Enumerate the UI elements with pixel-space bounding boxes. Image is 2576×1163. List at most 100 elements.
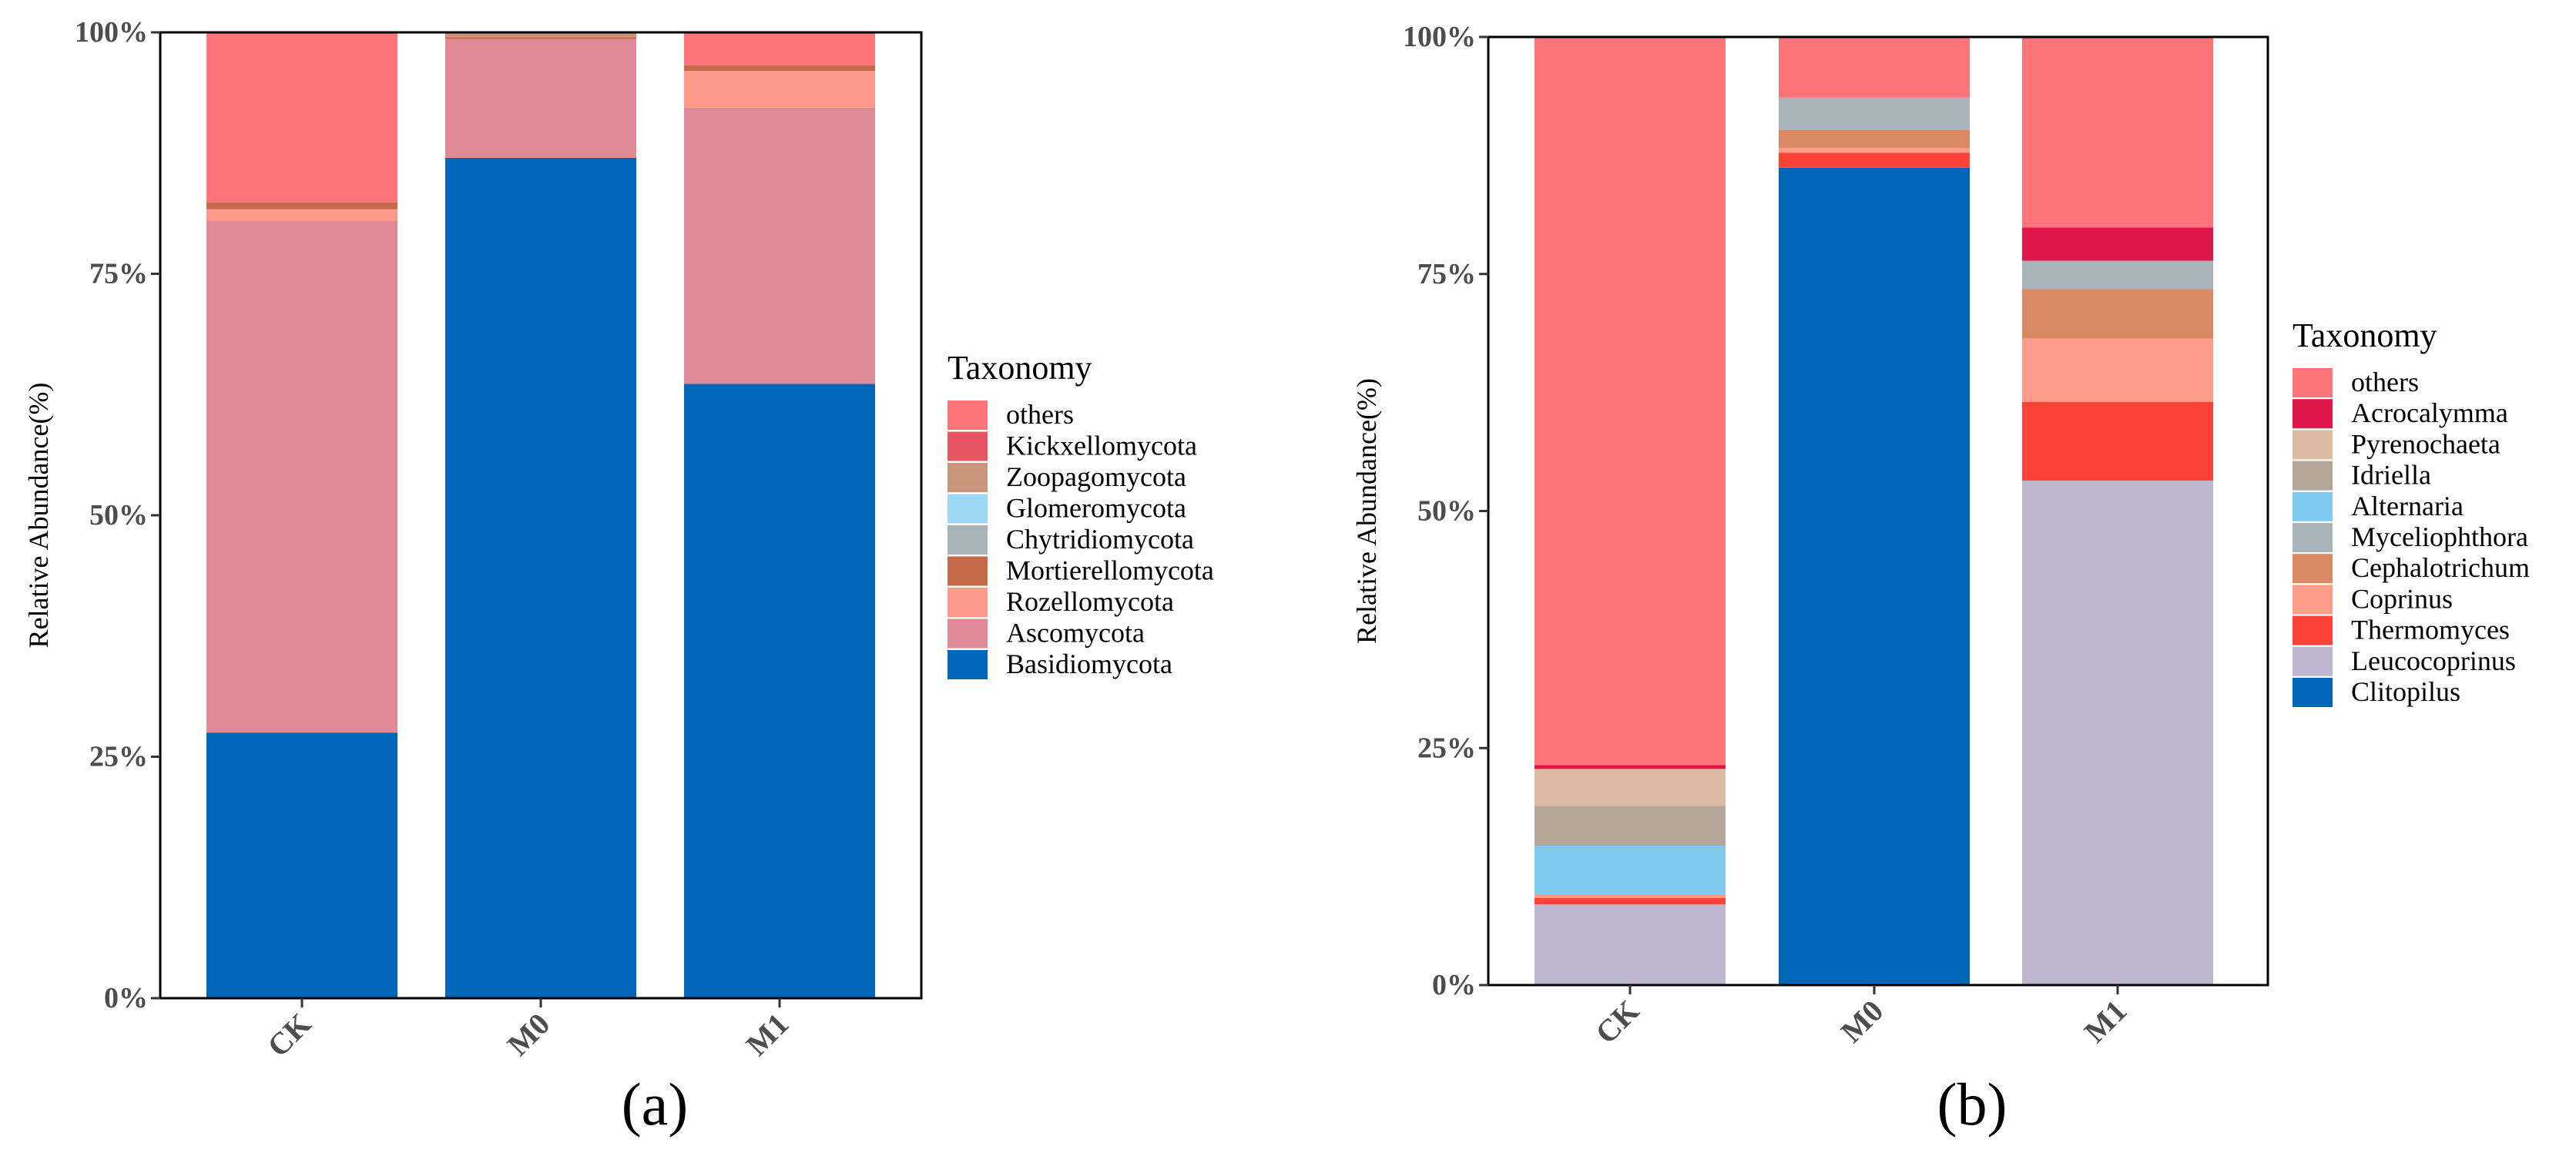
legend-swatch-zoopagomycota — [948, 463, 988, 492]
bar-segment-ck-acrocalymma — [1535, 765, 1726, 769]
bar-segment-m1-others — [2022, 37, 2213, 228]
legend-label-cephalotrichum: Cephalotrichum — [2351, 552, 2530, 583]
legend-label-coprinus: Coprinus — [2351, 583, 2453, 614]
bar-segment-ck-others — [1535, 37, 1726, 766]
y-axis-title: Relative Abundance(%) — [1351, 378, 1382, 644]
panel-b-chart: 0% 25% 50% 75% 100% CK M0 M1 Relative Abundance(… — [1351, 21, 2530, 1138]
panel-label: (a) — [622, 1071, 689, 1138]
legend-label-basidiomycota: Basidiomycota — [1006, 649, 1172, 679]
bar-segment-ck-pyrenochaeta — [1535, 769, 1726, 806]
bar-segment-m1-basidiomycota — [684, 384, 875, 998]
bar-segment-m0-clitopilus — [1779, 167, 1970, 985]
bar-segment-m0-others — [1779, 37, 1970, 98]
x-tick-label-m1: M1 — [740, 1007, 796, 1063]
bar-segment-ck-coprinus — [1535, 893, 1726, 898]
legend-swatch-kickxellomycota — [948, 431, 988, 461]
bar-segment-ck-rozellomycota — [206, 209, 397, 221]
bar-segment-ck-others — [206, 32, 397, 203]
legend-swatch-ascomycota — [948, 618, 988, 649]
legend-label-mortierellomycota: Mortierellomycota — [1006, 555, 1214, 586]
bar-segment-ck-idriella — [1535, 806, 1726, 846]
bar-segment-m0-mortierellomycota — [445, 37, 636, 39]
x-tick-label-ck: CK — [260, 1007, 317, 1064]
bar-segment-m0-myceliophthora — [1779, 97, 1970, 130]
x-tick-label-m0: M0 — [1834, 994, 1890, 1050]
bar-segment-ck-thermomyces — [1535, 897, 1726, 905]
bar-segment-m1-coprinus — [2022, 338, 2213, 402]
legend-title: Taxonomy — [2293, 317, 2437, 354]
x-tick-label-m0: M0 — [501, 1007, 557, 1063]
legend-swatch-alternaria — [2293, 491, 2333, 521]
panel-label: (b) — [1937, 1071, 2007, 1138]
legend-label-idriella: Idriella — [2351, 460, 2431, 491]
bar-segment-m1-myceliophthora — [2022, 260, 2213, 290]
bar-segment-ck-alternaria — [1535, 846, 1726, 894]
legend-label-clitopilus: Clitopilus — [2351, 676, 2460, 707]
y-tick-label: 0% — [104, 982, 148, 1014]
legend-swatch-idriella — [2293, 461, 2333, 491]
legend-label-myceliophthora: Myceliophthora — [2351, 521, 2528, 552]
legend-label-chytridiomycota: Chytridiomycota — [1006, 524, 1194, 555]
legend-swatch-chytridiomycota — [948, 525, 988, 555]
legend-label-pyrenochaeta: Pyrenochaeta — [2351, 428, 2501, 459]
legend-swatch-leucocoprinus — [2293, 646, 2333, 676]
x-tick-label-m1: M1 — [2078, 994, 2134, 1050]
y-tick-label: 50% — [1417, 495, 1476, 528]
bar-segment-m1-others — [684, 32, 875, 65]
bar-segment-ck-basidiomycota — [206, 732, 397, 998]
legend-swatch-rozellomycota — [948, 588, 988, 617]
legend-title: Taxonomy — [948, 349, 1092, 387]
legend-label-alternaria: Alternaria — [2351, 491, 2464, 521]
legend-swatch-thermomyces — [2293, 615, 2333, 645]
legend-label-ascomycota: Ascomycota — [1006, 618, 1145, 649]
legend-swatch-myceliophthora — [2293, 523, 2333, 552]
bar-segment-m1-thermomyces — [2022, 401, 2213, 481]
panel-a-chart: 0% 25% 50% 75% 100% CK M0 M1 Relative Abundance(… — [23, 16, 1214, 1138]
x-tick-label-ck: CK — [1588, 994, 1645, 1051]
bar-segment-m1-acrocalymma — [2022, 227, 2213, 261]
bar-segment-m1-rozellomycota — [684, 71, 875, 108]
bar-segment-m0-thermomyces — [1779, 152, 1970, 168]
legend-label-rozellomycota: Rozellomycota — [1006, 586, 1174, 617]
bar-segment-ck-ascomycota — [206, 220, 397, 733]
legend-label-thermomyces: Thermomyces — [2351, 615, 2510, 645]
bar-segment-m0-basidiomycota — [445, 158, 636, 998]
y-tick-label: 100% — [1403, 21, 1476, 53]
bar-segment-m0-ascomycota — [445, 39, 636, 159]
bar-segment-m0-coprinus — [1779, 148, 1970, 153]
legend-label-zoopagomycota: Zoopagomycota — [1006, 461, 1186, 492]
legend-label-glomeromycota: Glomeromycota — [1006, 493, 1186, 524]
y-axis-title: Relative Abundance(%) — [23, 383, 54, 649]
legend-swatch-pyrenochaeta — [2293, 430, 2333, 460]
legend-swatch-others — [948, 401, 988, 430]
legend-swatch-others — [2293, 368, 2333, 397]
legend-label-others: others — [1006, 399, 1074, 430]
legend-swatch-mortierellomycota — [948, 556, 988, 586]
legend-label-others: others — [2351, 367, 2419, 397]
legend-swatch-glomeromycota — [948, 494, 988, 524]
bar-segment-m0-cephalotrichum — [1779, 129, 1970, 149]
legend-swatch-basidiomycota — [948, 650, 988, 679]
legend-label-kickxellomycota: Kickxellomycota — [1006, 431, 1197, 461]
y-tick-label: 25% — [89, 741, 148, 773]
legend-swatch-cephalotrichum — [2293, 554, 2333, 584]
y-tick-label: 75% — [1417, 258, 1476, 290]
bar-segment-ck-leucocoprinus — [1535, 904, 1726, 985]
bar-segment-m1-leucocoprinus — [2022, 481, 2213, 985]
legend-swatch-coprinus — [2293, 585, 2333, 615]
bar-segment-m1-cephalotrichum — [2022, 289, 2213, 339]
bar-segment-m1-ascomycota — [684, 107, 875, 384]
y-tick-label: 0% — [1432, 969, 1476, 1001]
bar-segment-m1-mortierellomycota — [684, 65, 875, 72]
bar-segment-ck-mortierellomycota — [206, 202, 397, 209]
y-tick-label: 25% — [1417, 732, 1476, 764]
legend-swatch-clitopilus — [2293, 678, 2333, 707]
legend-swatch-acrocalymma — [2293, 399, 2333, 429]
legend-label-acrocalymma: Acrocalymma — [2351, 397, 2508, 428]
y-tick-label: 75% — [89, 258, 148, 290]
y-tick-label: 100% — [75, 16, 148, 49]
legend-label-leucocoprinus: Leucocoprinus — [2351, 645, 2516, 676]
y-tick-label: 50% — [89, 499, 148, 531]
bar-segment-m0-zoopagomycota — [445, 33, 636, 38]
